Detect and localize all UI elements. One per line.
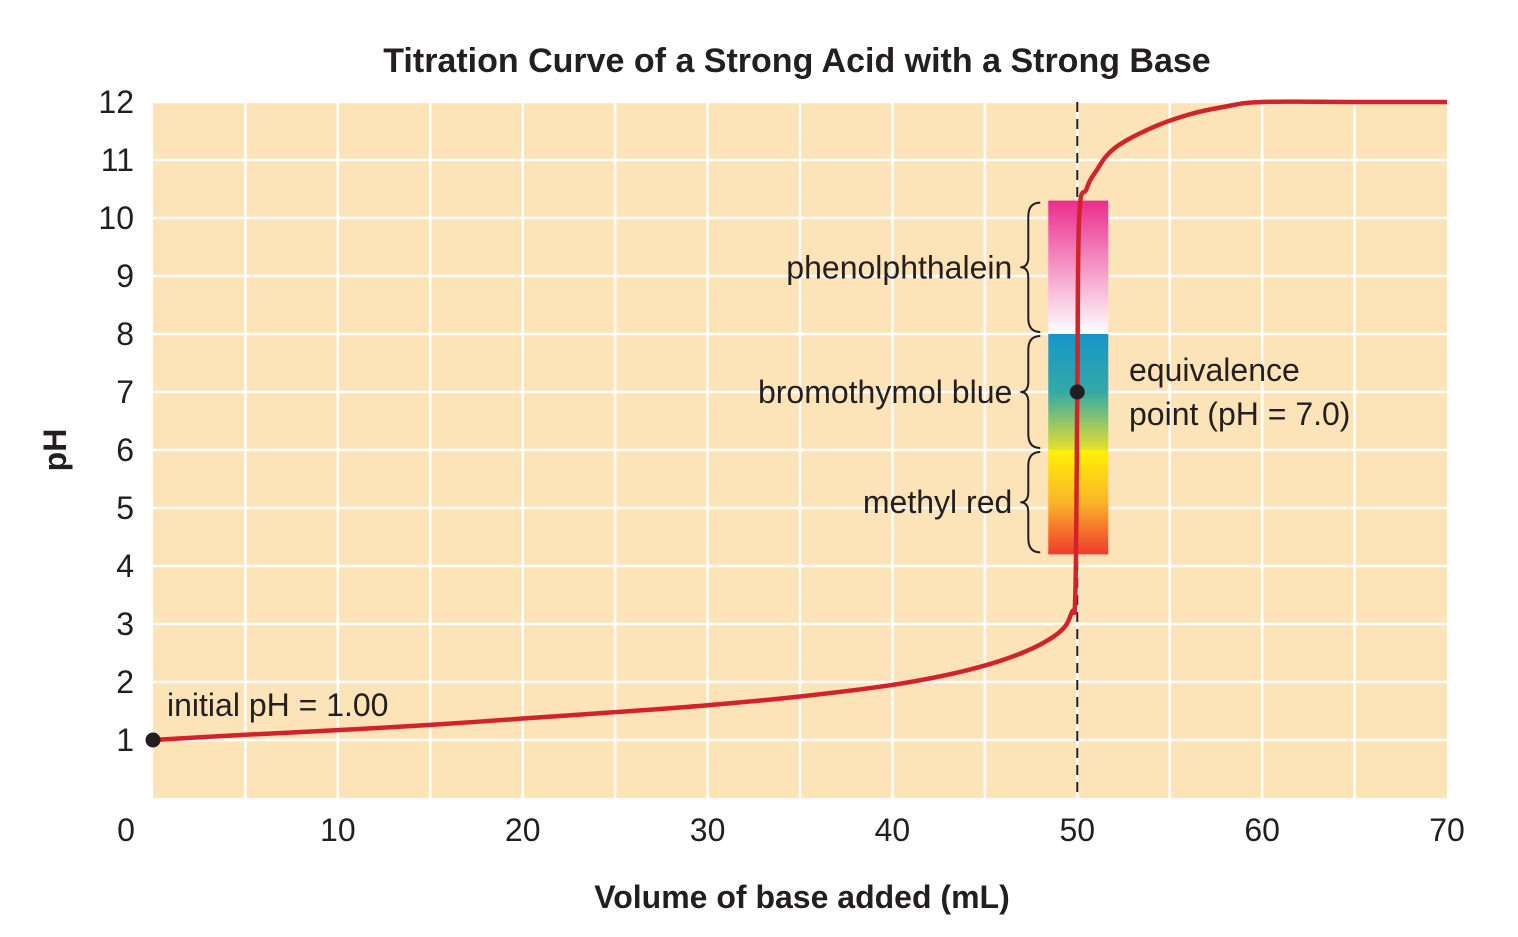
y-tick-label: 10 <box>98 200 134 236</box>
indicator-label: phenolphthalein <box>786 249 1012 285</box>
indicator-label: methyl red <box>863 484 1012 520</box>
y-tick-label: 11 <box>101 142 134 178</box>
x-axis-ticks: 0 10 20 30 40 50 60 70 <box>117 812 1465 848</box>
y-tick-label: 12 <box>98 84 134 120</box>
x-tick-label: 0 <box>117 812 135 848</box>
titration-curve <box>152 99 1447 743</box>
y-tick-label: 4 <box>116 548 134 584</box>
equivalence-point-marker <box>1069 384 1085 400</box>
x-tick-label: 10 <box>320 812 356 848</box>
y-tick-label: 7 <box>116 374 134 410</box>
x-tick-label: 60 <box>1244 812 1280 848</box>
y-tick-label: 8 <box>116 316 134 352</box>
indicator-brace <box>1020 451 1041 554</box>
x-tick-label: 30 <box>690 812 726 848</box>
initial-ph-label: initial pH = 1.00 <box>167 687 388 723</box>
indicator-brace <box>1020 335 1041 449</box>
y-tick-label: 1 <box>116 722 134 758</box>
initial-point-marker <box>145 732 161 748</box>
indicator-label: bromothymol blue <box>758 374 1012 410</box>
x-tick-label: 20 <box>505 812 541 848</box>
y-tick-label: 2 <box>116 664 134 700</box>
equivalence-label-line1: equivalence <box>1129 352 1300 388</box>
equivalence-label-line2: point (pH = 7.0) <box>1129 396 1350 432</box>
x-tick-label: 70 <box>1429 812 1465 848</box>
x-tick-label: 40 <box>875 812 911 848</box>
y-tick-label: 9 <box>116 258 134 294</box>
y-tick-label: 6 <box>116 432 134 468</box>
chart-title: Titration Curve of a Strong Acid with a … <box>383 42 1210 80</box>
y-tick-label: 3 <box>116 606 134 642</box>
x-tick-label: 50 <box>1059 812 1095 848</box>
y-axis-label: pH <box>37 429 73 472</box>
x-axis-label: Volume of base added (mL) <box>594 879 1009 915</box>
y-tick-label: 5 <box>116 490 134 526</box>
indicator-brace <box>1020 201 1041 333</box>
